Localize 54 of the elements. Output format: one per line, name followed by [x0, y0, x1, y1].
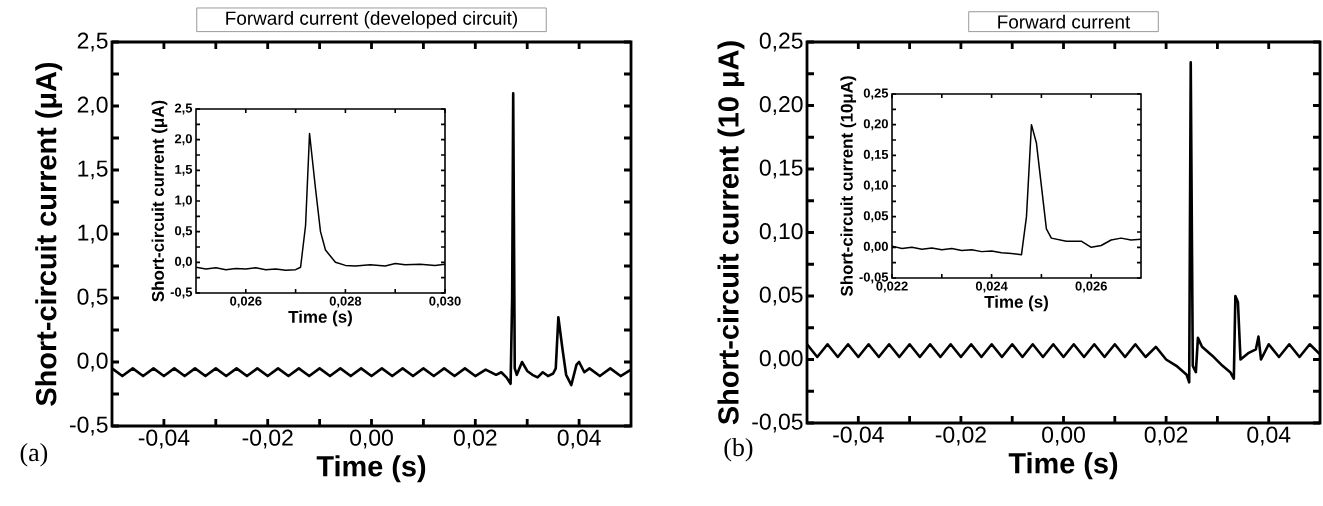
y-tick-label: -0,5	[70, 416, 108, 436]
x-tick-label: -0,02	[242, 429, 293, 449]
y-tick-label: 0,10	[759, 223, 803, 242]
text: (a)	[20, 443, 48, 467]
x-tick-label: -0,04	[833, 426, 884, 446]
text: (b)	[724, 437, 753, 462]
chart-title: Forward current	[998, 14, 1131, 29]
y-tick-label: 0,0	[174, 256, 192, 268]
x-tick-label: 0,00	[350, 429, 393, 449]
x-tick-label: -0,04	[138, 429, 190, 449]
x-tick-label: 0,024	[975, 281, 1008, 293]
y-tick-label: 0,5	[174, 226, 193, 238]
y-tick-label: 2,5	[174, 103, 193, 115]
y-axis-title: Short-circuit current (μA)	[35, 62, 63, 406]
x-tick-label: 0,04	[557, 429, 601, 449]
y-tick-label: 0,0	[77, 352, 108, 372]
y-axis-title: Short-circuit current (10μA)	[840, 76, 857, 297]
y-tick-label: 0,15	[863, 149, 889, 161]
y-tick-label: 0,00	[759, 350, 803, 369]
x-axis-title: Time (s)	[1008, 452, 1118, 480]
y-tick-label: -0,5	[170, 287, 193, 299]
y-tick-label: 0,25	[863, 88, 889, 100]
x-tick-label: 0,04	[1247, 426, 1291, 446]
y-tick-label: 0,15	[759, 159, 803, 179]
y-tick-label: 0,20	[759, 96, 803, 115]
chart-title: Forward current (developed circuit)	[226, 10, 518, 29]
y-tick-label: 2,0	[174, 134, 192, 146]
x-tick-label: 0,030	[429, 296, 461, 308]
x-tick-label: -0,02	[935, 426, 986, 446]
y-tick-label: 0,20	[863, 119, 888, 131]
y-tick-label: 1,0	[175, 195, 192, 207]
y-tick-label: 0,05	[759, 286, 803, 306]
y-tick-label: 0,00	[863, 241, 888, 253]
x-axis-title: Time (s)	[984, 295, 1048, 312]
y-tick-label: 1,5	[175, 164, 193, 176]
y-tick-label: 1,5	[78, 160, 108, 180]
y-tick-label: 1,0	[78, 224, 108, 244]
y-tick-label: 0,10	[863, 180, 888, 192]
x-axis-title: Time (s)	[316, 455, 426, 483]
y-tick-label: 2,5	[77, 32, 108, 52]
x-tick-label: 0,026	[1075, 281, 1107, 293]
x-tick-label: 0,02	[1144, 426, 1188, 446]
y-tick-label: 0,05	[863, 211, 889, 223]
x-tick-label: 0,00	[1042, 426, 1085, 446]
y-tick-label: -0,05	[752, 413, 803, 433]
y-axis-title: Short-circuit current (10 μA)	[717, 41, 745, 425]
x-axis-title: Time (s)	[288, 310, 352, 327]
y-tick-label: 0,25	[759, 32, 803, 52]
x-tick-label: 0,028	[329, 296, 362, 308]
y-tick-label: 2,0	[77, 96, 108, 116]
x-tick-label: 0,026	[230, 296, 262, 308]
y-tick-label: 0,5	[77, 288, 108, 308]
y-axis-title: Short-circuit current (μA)	[151, 100, 168, 302]
x-tick-label: 0,02	[453, 429, 497, 449]
